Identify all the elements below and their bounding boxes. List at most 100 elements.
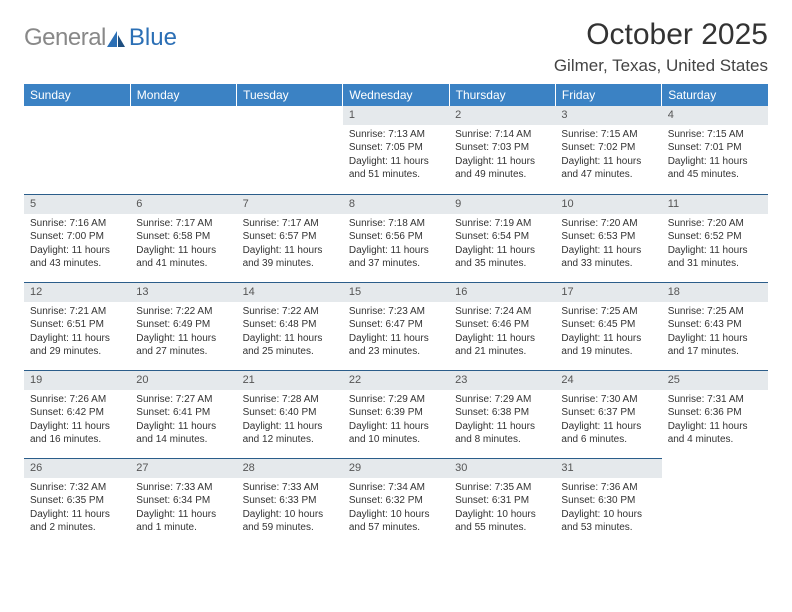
calendar-empty-cell: [237, 106, 343, 194]
sunrise-line: Sunrise: 7:26 AM: [30, 393, 124, 407]
sunset-line: Sunset: 6:53 PM: [561, 230, 655, 244]
daylight-line: Daylight: 11 hours and 37 minutes.: [349, 244, 443, 271]
calendar-week-row: 1Sunrise: 7:13 AMSunset: 7:05 PMDaylight…: [24, 106, 768, 194]
calendar-day-cell: 24Sunrise: 7:30 AMSunset: 6:37 PMDayligh…: [555, 370, 661, 458]
calendar-day-cell: 8Sunrise: 7:18 AMSunset: 6:56 PMDaylight…: [343, 194, 449, 282]
day-number: 5: [24, 194, 130, 214]
day-details: Sunrise: 7:31 AMSunset: 6:36 PMDaylight:…: [662, 390, 768, 453]
calendar-day-cell: 12Sunrise: 7:21 AMSunset: 6:51 PMDayligh…: [24, 282, 130, 370]
sunrise-line: Sunrise: 7:24 AM: [455, 305, 549, 319]
sunrise-line: Sunrise: 7:32 AM: [30, 481, 124, 495]
sunset-line: Sunset: 6:45 PM: [561, 318, 655, 332]
calendar-day-cell: 26Sunrise: 7:32 AMSunset: 6:35 PMDayligh…: [24, 458, 130, 546]
sunset-line: Sunset: 6:58 PM: [136, 230, 230, 244]
daylight-line: Daylight: 11 hours and 6 minutes.: [561, 420, 655, 447]
sunset-line: Sunset: 6:33 PM: [243, 494, 337, 508]
sunrise-line: Sunrise: 7:17 AM: [243, 217, 337, 231]
daylight-line: Daylight: 11 hours and 27 minutes.: [136, 332, 230, 359]
calendar-day-cell: 27Sunrise: 7:33 AMSunset: 6:34 PMDayligh…: [130, 458, 236, 546]
day-details: Sunrise: 7:26 AMSunset: 6:42 PMDaylight:…: [24, 390, 130, 453]
daylight-line: Daylight: 11 hours and 4 minutes.: [668, 420, 762, 447]
header: General Blue October 2025 Gilmer, Texas,…: [24, 18, 768, 76]
daylight-line: Daylight: 11 hours and 1 minute.: [136, 508, 230, 535]
sunrise-line: Sunrise: 7:25 AM: [561, 305, 655, 319]
day-details: Sunrise: 7:24 AMSunset: 6:46 PMDaylight:…: [449, 302, 555, 365]
day-number: 19: [24, 370, 130, 390]
day-number: 15: [343, 282, 449, 302]
day-details: Sunrise: 7:22 AMSunset: 6:49 PMDaylight:…: [130, 302, 236, 365]
day-number: 7: [237, 194, 343, 214]
sunrise-line: Sunrise: 7:33 AM: [243, 481, 337, 495]
sunset-line: Sunset: 6:49 PM: [136, 318, 230, 332]
day-details: Sunrise: 7:33 AMSunset: 6:33 PMDaylight:…: [237, 478, 343, 541]
daylight-line: Daylight: 10 hours and 55 minutes.: [455, 508, 549, 535]
day-number: 11: [662, 194, 768, 214]
sunset-line: Sunset: 6:37 PM: [561, 406, 655, 420]
calendar-empty-cell: [130, 106, 236, 194]
calendar-day-cell: 1Sunrise: 7:13 AMSunset: 7:05 PMDaylight…: [343, 106, 449, 194]
daylight-line: Daylight: 11 hours and 47 minutes.: [561, 155, 655, 182]
day-number: 27: [130, 458, 236, 478]
sunset-line: Sunset: 7:02 PM: [561, 141, 655, 155]
daylight-line: Daylight: 11 hours and 12 minutes.: [243, 420, 337, 447]
sunrise-line: Sunrise: 7:23 AM: [349, 305, 443, 319]
calendar-day-cell: 29Sunrise: 7:34 AMSunset: 6:32 PMDayligh…: [343, 458, 449, 546]
sunset-line: Sunset: 6:54 PM: [455, 230, 549, 244]
day-details: Sunrise: 7:23 AMSunset: 6:47 PMDaylight:…: [343, 302, 449, 365]
calendar-day-cell: 18Sunrise: 7:25 AMSunset: 6:43 PMDayligh…: [662, 282, 768, 370]
day-number: 30: [449, 458, 555, 478]
weekday-header: Sunday: [24, 84, 130, 106]
day-number: 31: [555, 458, 661, 478]
daylight-line: Daylight: 11 hours and 51 minutes.: [349, 155, 443, 182]
daylight-line: Daylight: 11 hours and 23 minutes.: [349, 332, 443, 359]
calendar-day-cell: 6Sunrise: 7:17 AMSunset: 6:58 PMDaylight…: [130, 194, 236, 282]
daylight-line: Daylight: 11 hours and 31 minutes.: [668, 244, 762, 271]
day-number: 9: [449, 194, 555, 214]
logo-text-general: General: [24, 24, 106, 52]
sunrise-line: Sunrise: 7:31 AM: [668, 393, 762, 407]
calendar-day-cell: 25Sunrise: 7:31 AMSunset: 6:36 PMDayligh…: [662, 370, 768, 458]
calendar-day-cell: 31Sunrise: 7:36 AMSunset: 6:30 PMDayligh…: [555, 458, 661, 546]
sunset-line: Sunset: 6:39 PM: [349, 406, 443, 420]
calendar-week-row: 12Sunrise: 7:21 AMSunset: 6:51 PMDayligh…: [24, 282, 768, 370]
daylight-line: Daylight: 11 hours and 17 minutes.: [668, 332, 762, 359]
calendar-day-cell: 20Sunrise: 7:27 AMSunset: 6:41 PMDayligh…: [130, 370, 236, 458]
sunset-line: Sunset: 6:34 PM: [136, 494, 230, 508]
day-details: Sunrise: 7:36 AMSunset: 6:30 PMDaylight:…: [555, 478, 661, 541]
calendar-empty-cell: [24, 106, 130, 194]
calendar-day-cell: 28Sunrise: 7:33 AMSunset: 6:33 PMDayligh…: [237, 458, 343, 546]
calendar-empty-cell: [662, 458, 768, 546]
location-text: Gilmer, Texas, United States: [554, 56, 768, 76]
sunset-line: Sunset: 6:57 PM: [243, 230, 337, 244]
calendar-day-cell: 15Sunrise: 7:23 AMSunset: 6:47 PMDayligh…: [343, 282, 449, 370]
daylight-line: Daylight: 11 hours and 35 minutes.: [455, 244, 549, 271]
sunrise-line: Sunrise: 7:28 AM: [243, 393, 337, 407]
calendar-day-cell: 21Sunrise: 7:28 AMSunset: 6:40 PMDayligh…: [237, 370, 343, 458]
sunrise-line: Sunrise: 7:34 AM: [349, 481, 443, 495]
calendar-day-cell: 17Sunrise: 7:25 AMSunset: 6:45 PMDayligh…: [555, 282, 661, 370]
day-details: Sunrise: 7:20 AMSunset: 6:52 PMDaylight:…: [662, 214, 768, 277]
sunset-line: Sunset: 6:43 PM: [668, 318, 762, 332]
sunset-line: Sunset: 6:51 PM: [30, 318, 124, 332]
logo-sail-icon: [105, 29, 127, 49]
day-number: 25: [662, 370, 768, 390]
day-details: Sunrise: 7:18 AMSunset: 6:56 PMDaylight:…: [343, 214, 449, 277]
page-title: October 2025: [554, 18, 768, 52]
day-number: 13: [130, 282, 236, 302]
sunset-line: Sunset: 6:38 PM: [455, 406, 549, 420]
day-number: 22: [343, 370, 449, 390]
calendar-day-cell: 11Sunrise: 7:20 AMSunset: 6:52 PMDayligh…: [662, 194, 768, 282]
day-details: Sunrise: 7:30 AMSunset: 6:37 PMDaylight:…: [555, 390, 661, 453]
calendar-body: 1Sunrise: 7:13 AMSunset: 7:05 PMDaylight…: [24, 106, 768, 546]
sunrise-line: Sunrise: 7:22 AM: [243, 305, 337, 319]
day-number: 2: [449, 106, 555, 125]
sunset-line: Sunset: 6:46 PM: [455, 318, 549, 332]
daylight-line: Daylight: 11 hours and 43 minutes.: [30, 244, 124, 271]
sunrise-line: Sunrise: 7:29 AM: [455, 393, 549, 407]
day-number: 18: [662, 282, 768, 302]
daylight-line: Daylight: 11 hours and 39 minutes.: [243, 244, 337, 271]
day-number: 3: [555, 106, 661, 125]
day-number: 8: [343, 194, 449, 214]
calendar-day-cell: 23Sunrise: 7:29 AMSunset: 6:38 PMDayligh…: [449, 370, 555, 458]
daylight-line: Daylight: 11 hours and 25 minutes.: [243, 332, 337, 359]
